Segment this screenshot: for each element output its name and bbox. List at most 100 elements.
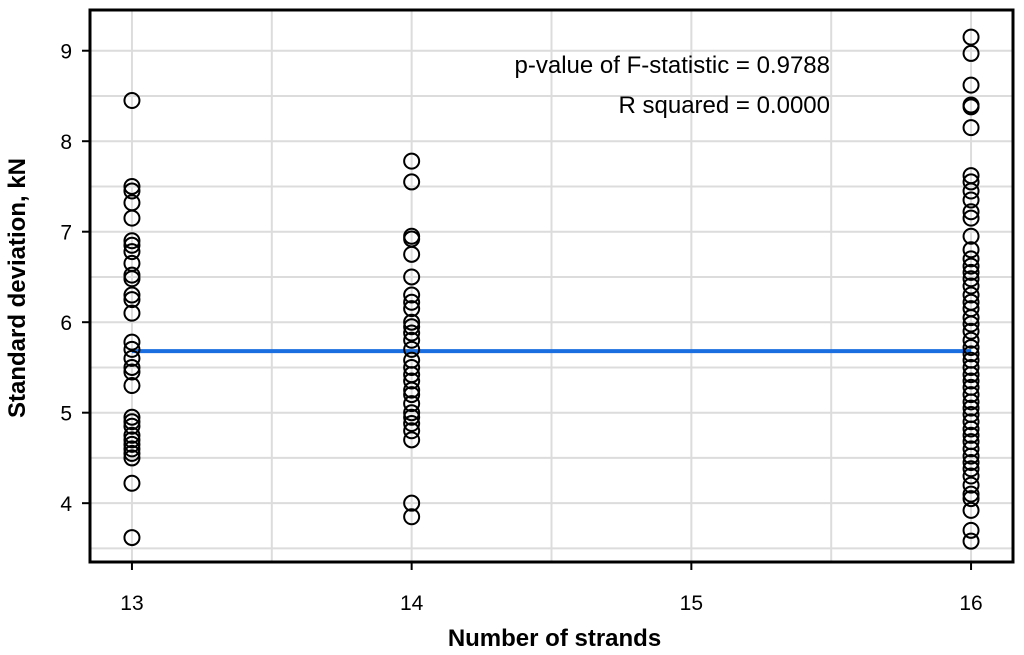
data-point xyxy=(962,277,980,295)
y-tick-label: 9 xyxy=(60,41,72,64)
data-points xyxy=(123,28,980,550)
data-point xyxy=(962,386,980,404)
data-point xyxy=(123,444,141,462)
data-point xyxy=(962,372,980,390)
data-point xyxy=(962,263,980,281)
data-point xyxy=(123,291,141,309)
data-point xyxy=(403,286,421,304)
x-axis-title: Number of strands xyxy=(448,625,661,652)
x-tick-label: 16 xyxy=(959,592,982,615)
data-point xyxy=(403,340,421,358)
data-point xyxy=(403,324,421,342)
data-point xyxy=(962,209,980,227)
data-point xyxy=(962,420,980,438)
data-point xyxy=(123,304,141,322)
data-point xyxy=(962,447,980,465)
data-point xyxy=(403,494,421,512)
data-point xyxy=(962,119,980,137)
data-point xyxy=(962,345,980,363)
data-point xyxy=(962,250,980,268)
data-point xyxy=(403,381,421,399)
data-point xyxy=(123,236,141,254)
data-point xyxy=(403,358,421,376)
data-point xyxy=(403,372,421,390)
annotation-p-value: p-value of F-statistic = 0.9788 xyxy=(515,52,831,79)
data-point xyxy=(962,203,980,221)
data-point xyxy=(403,386,421,404)
data-point xyxy=(962,358,980,376)
y-axis-ticks: 4 5 6 7 8 9 xyxy=(60,41,90,516)
data-point xyxy=(123,529,141,547)
data-point xyxy=(962,490,980,508)
x-tick-label: 14 xyxy=(400,592,424,615)
data-point xyxy=(123,413,141,431)
data-point xyxy=(962,182,980,200)
data-point xyxy=(123,426,141,444)
x-tick-label: 13 xyxy=(120,592,143,615)
data-point xyxy=(962,366,980,384)
y-axis-title: Standard deviation, kN xyxy=(4,158,31,418)
data-point xyxy=(403,508,421,526)
data-point xyxy=(403,318,421,336)
data-point xyxy=(962,521,980,539)
data-point xyxy=(123,340,141,358)
data-point xyxy=(962,44,980,62)
data-point xyxy=(123,449,141,467)
y-tick-label: 8 xyxy=(60,131,72,154)
data-point xyxy=(123,270,141,288)
data-point xyxy=(403,395,421,413)
data-point xyxy=(403,408,421,426)
data-point xyxy=(123,182,141,200)
data-point xyxy=(962,28,980,46)
data-point xyxy=(962,339,980,357)
data-point xyxy=(123,377,141,395)
data-point xyxy=(403,431,421,449)
data-point xyxy=(962,331,980,349)
data-point xyxy=(123,91,141,109)
data-point xyxy=(403,313,421,331)
data-point xyxy=(962,393,980,411)
data-point xyxy=(403,422,421,440)
data-point xyxy=(123,349,141,367)
x-tick-label: 15 xyxy=(680,592,703,615)
data-point xyxy=(403,245,421,263)
data-point xyxy=(962,453,980,471)
data-point xyxy=(962,191,980,209)
data-point xyxy=(962,173,980,191)
data-point xyxy=(123,417,141,435)
grid xyxy=(90,10,1013,562)
data-point xyxy=(962,315,980,333)
y-tick-label: 6 xyxy=(60,312,72,335)
data-point xyxy=(123,440,141,458)
data-point xyxy=(123,286,141,304)
data-point xyxy=(123,177,141,195)
data-point xyxy=(403,415,421,433)
data-point xyxy=(962,76,980,94)
y-tick-label: 7 xyxy=(60,222,72,245)
data-point xyxy=(123,474,141,492)
data-point xyxy=(403,152,421,170)
data-point xyxy=(123,431,141,449)
data-point xyxy=(123,232,141,250)
y-tick-label: 5 xyxy=(60,403,72,426)
data-point xyxy=(962,476,980,494)
data-point xyxy=(123,209,141,227)
data-point xyxy=(962,485,980,503)
data-point xyxy=(962,399,980,417)
data-point xyxy=(123,408,141,426)
data-point xyxy=(123,333,141,351)
data-point xyxy=(962,286,980,304)
data-point xyxy=(403,404,421,422)
data-point xyxy=(962,426,980,444)
data-point xyxy=(123,363,141,381)
data-point xyxy=(403,331,421,349)
data-point xyxy=(403,293,421,311)
x-axis-ticks: 13 14 15 16 xyxy=(120,562,983,615)
data-point xyxy=(123,358,141,376)
annotation-r-squared: R squared = 0.0000 xyxy=(619,92,831,119)
data-point xyxy=(403,300,421,318)
data-point xyxy=(962,501,980,519)
plot-frame xyxy=(88,8,1015,564)
